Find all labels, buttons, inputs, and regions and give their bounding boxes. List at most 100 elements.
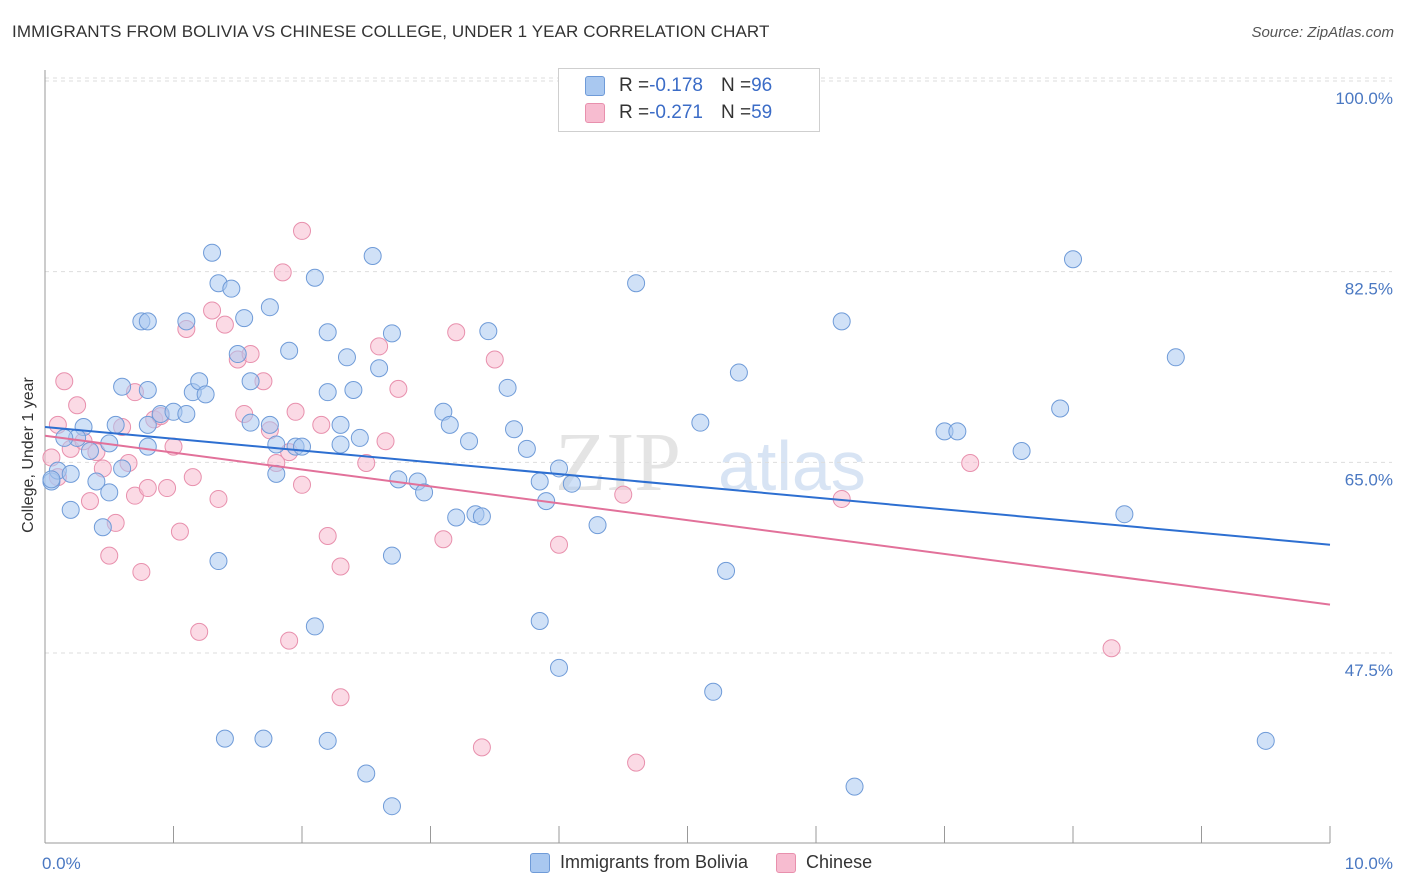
chinese-points (42, 221, 1121, 772)
legend-n-value: 96 (751, 75, 773, 96)
legend-n-label: N = (720, 75, 752, 96)
chinese-point (389, 379, 408, 398)
bolivia-point (318, 731, 337, 750)
bolivia-point (177, 312, 196, 331)
bolivia-point (550, 459, 568, 478)
x-tick-labels: 0.0% 10.0% (42, 854, 1393, 873)
bolivia-point (113, 459, 132, 478)
y-tick-label: 47.5% (1345, 661, 1393, 680)
bolivia-point (729, 363, 748, 382)
chinese-point (357, 453, 376, 472)
bolivia-point (472, 507, 491, 526)
bolivia-point (241, 413, 260, 432)
chinese-point (370, 337, 389, 356)
chinese-point (190, 622, 209, 641)
bolivia-point (1064, 250, 1082, 269)
bolivia-point (1166, 348, 1185, 367)
bolivia-point (363, 246, 382, 265)
legend-r-label: R = (619, 75, 650, 96)
bolivia-point (447, 508, 466, 527)
bolivia-point (138, 380, 157, 399)
bolivia-point (138, 437, 157, 456)
bolivia-point (293, 437, 311, 456)
legend-swatch-chinese (585, 103, 605, 123)
chinese-point (485, 350, 504, 369)
legend-label-bolivia: Immigrants from Bolivia (560, 852, 749, 872)
chart-title: IMMIGRANTS FROM BOLIVIA VS CHINESE COLLE… (12, 22, 770, 41)
legend-n-value: 59 (751, 102, 773, 123)
y-tick-label: 65.0% (1345, 470, 1393, 489)
bolivia-point (106, 415, 125, 434)
bolivia-point (305, 268, 324, 287)
legend-r-value: -0.178 (649, 75, 703, 96)
correlation-legend: R = -0.178 N = 96 R = -0.271 N = 59 (558, 68, 820, 132)
bolivia-point (530, 472, 549, 491)
bolivia-point (87, 472, 106, 491)
bolivia-point (350, 428, 369, 447)
chinese-point (312, 415, 331, 434)
chinese-point (100, 546, 119, 565)
bolivia-point (331, 415, 350, 434)
bolivia-point (138, 312, 157, 331)
bolivia-point (196, 385, 215, 404)
legend-row-chinese: R = -0.271 N = 59 (585, 100, 772, 126)
chinese-point (447, 323, 466, 342)
bolivia-point (215, 729, 234, 748)
chinese-point (138, 479, 157, 498)
bolivia-point (331, 435, 350, 454)
bolivia-point (832, 312, 851, 331)
bolivia-point (260, 415, 279, 434)
bolivia-point (498, 378, 517, 397)
y-tick-label: 82.5% (1345, 280, 1393, 299)
bolivia-point (357, 764, 376, 783)
chinese-point (80, 492, 99, 511)
x-tick-label: 0.0% (42, 854, 81, 873)
bolivia-point (222, 279, 241, 298)
chinese-point (203, 301, 222, 320)
legend-r-value: -0.271 (649, 102, 703, 123)
legend-item-chinese[interactable]: Chinese (776, 852, 872, 873)
bolivia-point (100, 483, 119, 502)
x-tick-label: 10.0% (1345, 854, 1393, 873)
chinese-point (55, 372, 74, 391)
chinese-point (550, 535, 568, 554)
bolivia-point (704, 682, 723, 701)
chinese-point (293, 221, 311, 240)
bolivia-point (260, 298, 279, 317)
bolivia-point (479, 322, 498, 341)
bolivia-point (61, 500, 80, 519)
bolivia-point (177, 404, 196, 423)
bolivia-point (505, 420, 524, 439)
bolivia-point (337, 348, 356, 367)
bolivia-point (440, 415, 459, 434)
bolivia-point (550, 658, 568, 677)
legend-n-label: N = (720, 102, 752, 123)
legend-row-bolivia: R = -0.178 N = 96 (585, 73, 772, 99)
legend-r-label: R = (619, 102, 650, 123)
chinese-point (472, 738, 491, 757)
chart-source: Source: ZipAtlas.com (1251, 24, 1394, 41)
bolivia-point (228, 345, 247, 364)
bolivia-point (93, 518, 112, 537)
chinese-point (376, 432, 395, 451)
chinese-point (961, 453, 980, 472)
bolivia-point (138, 415, 157, 434)
bolivia-point (382, 324, 401, 343)
bolivia-point (1115, 505, 1134, 524)
bolivia-point (344, 380, 363, 399)
bolivia-point (562, 474, 581, 493)
bolivia-point (203, 243, 222, 262)
chinese-trend-line (44, 434, 1331, 606)
bolivia-point (948, 422, 967, 441)
chinese-point (215, 315, 234, 334)
bolivia-point (61, 464, 80, 483)
bolivia-point (717, 561, 736, 580)
bolivia-point (267, 435, 286, 454)
chinese-point (331, 557, 350, 576)
bolivia-point (305, 617, 324, 636)
bolivia-point (691, 413, 710, 432)
bolivia-point (280, 341, 299, 360)
y-axis-label: College, Under 1 year (20, 377, 37, 533)
legend-item-bolivia[interactable]: Immigrants from Bolivia (530, 852, 748, 873)
